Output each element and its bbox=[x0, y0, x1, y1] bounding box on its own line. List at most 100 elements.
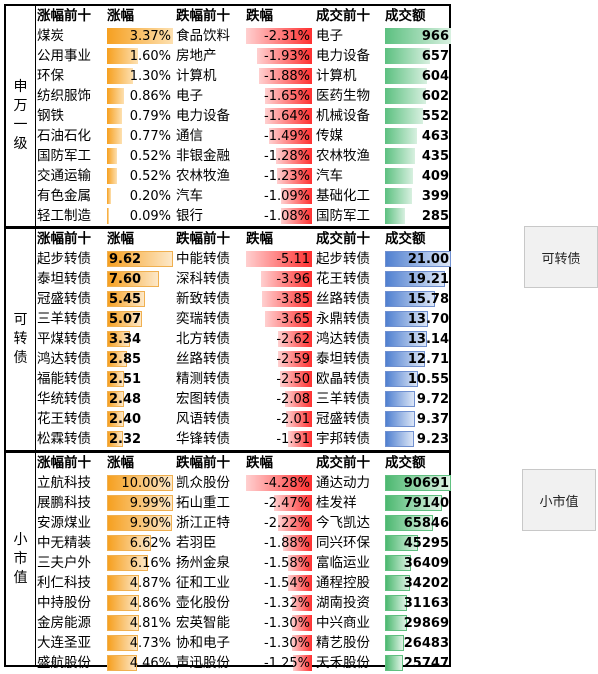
gain-value: 0.09% bbox=[129, 209, 171, 224]
loser-name: 中能转债 bbox=[176, 251, 230, 267]
gain-value: 2.51 bbox=[109, 372, 142, 387]
side-label-char: 申 bbox=[13, 79, 28, 95]
turnover-name: 泰坦转债 bbox=[316, 351, 370, 367]
column-header: 涨幅前十 bbox=[37, 231, 91, 247]
loss-bar-cell: -3.85 bbox=[246, 290, 312, 308]
loser-name: 风语转债 bbox=[176, 411, 230, 427]
gainer-name: 起步转债 bbox=[37, 251, 91, 267]
loser-name: 若羽臣 bbox=[176, 535, 217, 551]
gainer-name: 环保 bbox=[37, 68, 64, 84]
gain-bar-cell: 4.46% bbox=[107, 654, 173, 672]
gain-bar bbox=[107, 168, 117, 184]
gain-bar-cell: 0.20% bbox=[107, 187, 173, 205]
gainer-name: 金房能源 bbox=[37, 615, 91, 631]
header-row: 涨幅前十 涨幅 跌幅前十 跌幅 成交前十 成交额 bbox=[35, 6, 449, 26]
table-row: 公用事业 1.60% 房地产 -1.93% 电力设备 657 bbox=[35, 46, 449, 66]
turnover-bar bbox=[385, 475, 451, 491]
loser-name: 奕瑞转债 bbox=[176, 311, 230, 327]
loss-value: -4.28% bbox=[264, 476, 310, 491]
turnover-value: 45295 bbox=[403, 536, 449, 551]
loss-bar bbox=[259, 68, 312, 84]
gain-value: 1.30% bbox=[129, 69, 171, 84]
loss-bar bbox=[246, 475, 312, 491]
table-row: 花王转债 2.40 风语转债 -2.01 冠盛转债 9.37 bbox=[35, 409, 449, 429]
turnover-bar-cell: 285 bbox=[385, 207, 451, 225]
gain-bar bbox=[107, 635, 138, 651]
turnover-bar-cell: 90691 bbox=[385, 474, 451, 492]
table-row: 国防军工 0.52% 非银金融 -1.28% 农林牧渔 435 bbox=[35, 146, 449, 166]
column-header: 跌幅 bbox=[246, 231, 273, 247]
column-header: 成交前十 bbox=[316, 455, 370, 471]
gainer-name: 有色金属 bbox=[37, 188, 91, 204]
small-cap-button[interactable]: 小市值 bbox=[522, 469, 596, 531]
loss-bar-cell: -4.28% bbox=[246, 474, 312, 492]
loss-value: -1.64% bbox=[264, 109, 310, 124]
table-row: 交通运输 0.52% 农林牧渔 -1.23% 汽车 409 bbox=[35, 166, 449, 186]
loss-bar-cell: -2.01 bbox=[246, 410, 312, 428]
column-header: 跌幅前十 bbox=[176, 231, 230, 247]
gain-bar bbox=[107, 331, 130, 347]
table-row: 环保 1.30% 计算机 -1.88% 计算机 604 bbox=[35, 66, 449, 86]
loss-bar-cell: -1.08% bbox=[246, 207, 312, 225]
loss-value: -1.49% bbox=[264, 129, 310, 144]
gain-bar-cell: 0.52% bbox=[107, 147, 173, 165]
gainer-name: 华统转债 bbox=[37, 391, 91, 407]
turnover-name: 鸿达转债 bbox=[316, 331, 370, 347]
loss-value: -1.30% bbox=[264, 616, 310, 631]
gainer-name: 松霖转债 bbox=[37, 431, 91, 447]
gainer-name: 纺织服饰 bbox=[37, 88, 91, 104]
gainer-name: 三羊转债 bbox=[37, 311, 91, 327]
table-row: 冠盛转债 5.45 新致转债 -3.85 丝路转债 15.78 bbox=[35, 289, 449, 309]
gain-bar bbox=[107, 515, 172, 531]
loss-value: -2.50 bbox=[276, 372, 310, 387]
gain-value: 3.37% bbox=[129, 29, 171, 44]
loser-name: 宏英智能 bbox=[176, 615, 230, 631]
gainer-name: 泰坦转债 bbox=[37, 271, 91, 287]
turnover-bar-cell: 79140 bbox=[385, 494, 451, 512]
gain-bar bbox=[107, 371, 124, 387]
table-row: 安源煤业 9.90% 浙江正特 -2.22% 今飞凯达 65846 bbox=[35, 513, 449, 533]
loss-value: -1.25% bbox=[264, 656, 310, 671]
gainer-name: 交通运输 bbox=[37, 168, 91, 184]
turnover-bar bbox=[385, 48, 430, 64]
loss-value: -1.65% bbox=[264, 89, 310, 104]
column-header: 成交额 bbox=[385, 455, 426, 471]
convertible-bond-button[interactable]: 可转债 bbox=[524, 226, 598, 288]
gain-bar bbox=[107, 48, 138, 64]
gain-bar-cell: 2.40 bbox=[107, 410, 173, 428]
loser-name: 非银金融 bbox=[176, 148, 230, 164]
turnover-bar bbox=[385, 615, 407, 631]
table-row: 石油石化 0.77% 通信 -1.49% 传媒 463 bbox=[35, 126, 449, 146]
turnover-value: 90691 bbox=[403, 476, 449, 491]
turnover-name: 机械设备 bbox=[316, 108, 370, 124]
table-row: 平煤转债 3.34 北方转债 -2.62 鸿达转债 13.14 bbox=[35, 329, 449, 349]
turnover-value: 13.14 bbox=[407, 332, 449, 347]
loser-name: 电子 bbox=[176, 88, 203, 104]
gainer-name: 钢铁 bbox=[37, 108, 64, 124]
gain-bar-cell: 7.60 bbox=[107, 270, 173, 288]
gain-bar bbox=[107, 391, 124, 407]
table-row: 泰坦转债 7.60 深科转债 -3.96 花王转债 19.21 bbox=[35, 269, 449, 289]
gainer-name: 石油石化 bbox=[37, 128, 91, 144]
gain-bar-cell: 3.34 bbox=[107, 330, 173, 348]
turnover-value: 9.37 bbox=[416, 412, 449, 427]
loser-name: 通信 bbox=[176, 128, 203, 144]
turnover-name: 国防军工 bbox=[316, 208, 370, 224]
gain-value: 2.40 bbox=[109, 412, 142, 427]
gainer-name: 安源煤业 bbox=[37, 515, 91, 531]
loss-bar-cell: -1.30% bbox=[246, 614, 312, 632]
loss-bar bbox=[292, 595, 312, 611]
loss-bar-cell: -1.28% bbox=[246, 147, 312, 165]
column-header: 跌幅前十 bbox=[176, 455, 230, 471]
table-section: 申万一级涨幅前十 涨幅 跌幅前十 跌幅 成交前十 成交额 煤炭 3.37% 食品饮料 -2.31%… bbox=[4, 4, 451, 228]
loss-bar bbox=[292, 615, 312, 631]
loss-bar bbox=[265, 311, 312, 327]
gain-bar bbox=[107, 575, 139, 591]
loss-bar bbox=[283, 535, 312, 551]
table-row: 华统转债 2.48 宏图转债 -2.08 三羊转债 9.72 bbox=[35, 389, 449, 409]
turnover-value: 9.23 bbox=[416, 432, 449, 447]
turnover-bar bbox=[385, 391, 415, 407]
loss-bar-cell: -2.31% bbox=[246, 27, 312, 45]
loser-name: 银行 bbox=[176, 208, 203, 224]
column-header: 跌幅 bbox=[246, 8, 273, 24]
